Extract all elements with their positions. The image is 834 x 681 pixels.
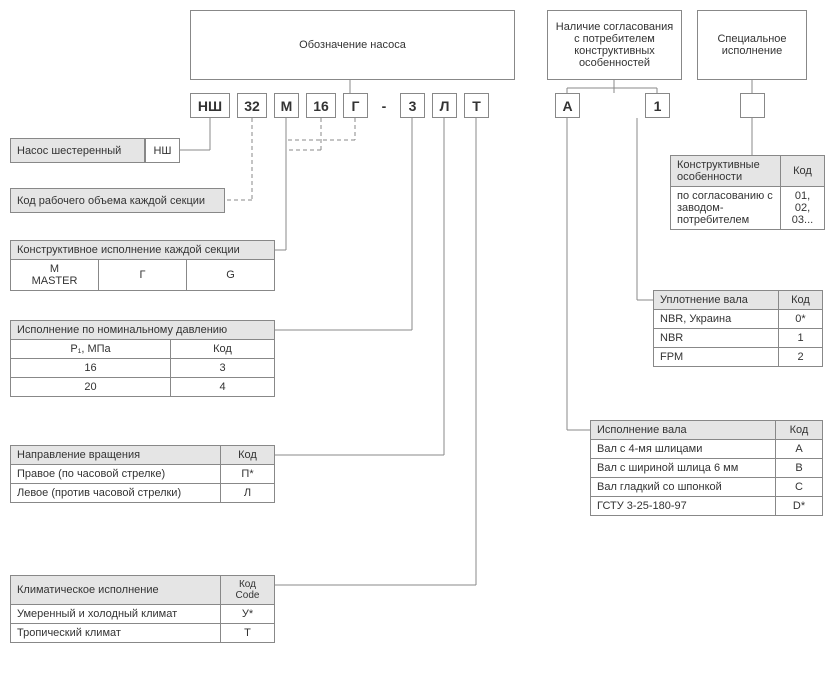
code-p8: Т — [464, 93, 489, 118]
rotation-r2c2: Л — [221, 484, 275, 503]
rotation-table: Направление вращения Код Правое (по часо… — [10, 445, 275, 503]
shaft-r1c2: A — [776, 440, 823, 459]
seal-r2c1: NBR — [654, 329, 779, 348]
section-design-r1c3: G — [187, 260, 275, 291]
features-table: Конструктивные особенности Код по соглас… — [670, 155, 825, 230]
code-p9: А — [555, 93, 580, 118]
seal-h1: Уплотнение вала — [654, 291, 779, 310]
pressure-h2: Код — [171, 340, 275, 359]
header-approval-text: Наличие согласования с потребителем конс… — [552, 21, 677, 69]
code-special-empty — [740, 93, 765, 118]
shaft-r4c2: D* — [776, 497, 823, 516]
climate-r2c1: Тропический климат — [11, 624, 221, 643]
shaft-r3c2: C — [776, 478, 823, 497]
volume-code-label: Код рабочего объема каждой секции — [10, 188, 225, 213]
section-design-table: Конструктивное исполнение каждой секции … — [10, 240, 275, 291]
header-special-text: Специальное исполнение — [702, 33, 802, 57]
seal-r2c2: 1 — [779, 329, 823, 348]
header-designation-text: Обозначение насоса — [299, 39, 406, 51]
header-approval: Наличие согласования с потребителем конс… — [547, 10, 682, 80]
features-h1: Конструктивные особенности — [671, 156, 781, 187]
section-design-header: Конструктивное исполнение каждой секции — [11, 241, 275, 260]
climate-r2c2: Т — [221, 624, 275, 643]
pressure-header: Исполнение по номинальному давлению — [11, 321, 275, 340]
shaft-r1c1: Вал с 4-мя шлицами — [591, 440, 776, 459]
rotation-r2c1: Левое (против часовой стрелки) — [11, 484, 221, 503]
seal-r1c2: 0* — [779, 310, 823, 329]
code-p2: 32 — [237, 93, 267, 118]
section-design-r1c1: М MASTER — [11, 260, 99, 291]
seal-table: Уплотнение вала Код NBR, Украина 0* NBR … — [653, 290, 823, 367]
code-dash: - — [375, 93, 393, 118]
rotation-code-h: Код — [221, 446, 275, 465]
pressure-r2c2: 4 — [171, 378, 275, 397]
pressure-r1c2: 3 — [171, 359, 275, 378]
climate-code-h: Код Code — [221, 576, 275, 605]
climate-r1c1: Умеренный и холодный климат — [11, 605, 221, 624]
shaft-h2: Код — [776, 421, 823, 440]
gear-pump-label: Насос шестеренный — [10, 138, 145, 163]
code-p4: 16 — [306, 93, 336, 118]
climate-r1c2: У* — [221, 605, 275, 624]
seal-r3c2: 2 — [779, 348, 823, 367]
pressure-h1: P₁, МПа — [11, 340, 171, 359]
seal-h2: Код — [779, 291, 823, 310]
header-special: Специальное исполнение — [697, 10, 807, 80]
code-p7: Л — [432, 93, 457, 118]
shaft-table: Исполнение вала Код Вал с 4-мя шлицами A… — [590, 420, 823, 516]
shaft-r4c1: ГСТУ 3-25-180-97 — [591, 497, 776, 516]
code-p5: Г — [343, 93, 368, 118]
header-designation: Обозначение насоса — [190, 10, 515, 80]
shaft-r3c1: Вал гладкий со шпонкой — [591, 478, 776, 497]
rotation-label: Направление вращения — [11, 446, 221, 465]
rotation-r1c2: П* — [221, 465, 275, 484]
code-p10: 1 — [645, 93, 670, 118]
pressure-r2c1: 20 — [11, 378, 171, 397]
features-r1c1: по согласованию с заводом-потребителем — [671, 187, 781, 230]
seal-r1c1: NBR, Украина — [654, 310, 779, 329]
code-p6: 3 — [400, 93, 425, 118]
climate-label: Климатическое исполнение — [11, 576, 221, 605]
features-h2: Код — [781, 156, 825, 187]
seal-r3c1: FPM — [654, 348, 779, 367]
code-p3: М — [274, 93, 299, 118]
pressure-table: Исполнение по номинальному давлению P₁, … — [10, 320, 275, 397]
climate-table: Климатическое исполнение Код Code Умерен… — [10, 575, 275, 643]
section-design-r1c2: Г — [99, 260, 187, 291]
shaft-r2c2: B — [776, 459, 823, 478]
shaft-r2c1: Вал с шириной шлица 6 мм — [591, 459, 776, 478]
rotation-r1c1: Правое (по часовой стрелке) — [11, 465, 221, 484]
features-r1c2: 01, 02, 03... — [781, 187, 825, 230]
code-p1: НШ — [190, 93, 230, 118]
shaft-h1: Исполнение вала — [591, 421, 776, 440]
pressure-r1c1: 16 — [11, 359, 171, 378]
gear-pump-code: НШ — [145, 138, 180, 163]
